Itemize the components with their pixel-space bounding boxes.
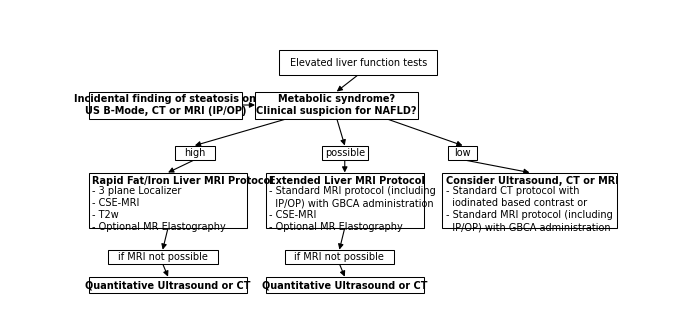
Text: low: low — [454, 148, 471, 158]
FancyBboxPatch shape — [448, 146, 477, 160]
FancyBboxPatch shape — [255, 92, 418, 119]
FancyBboxPatch shape — [89, 173, 247, 228]
Text: Quantitative Ultrasound or CT: Quantitative Ultrasound or CT — [262, 280, 428, 290]
Text: - Standard MRI protocol (including
  IP/OP) with GBCA administration
- CSE-MRI
-: - Standard MRI protocol (including IP/OP… — [269, 186, 436, 232]
FancyBboxPatch shape — [266, 277, 424, 293]
FancyBboxPatch shape — [266, 173, 424, 228]
Text: Incidental finding of steatosis on
US B-Mode, CT or MRI (IP/OP): Incidental finding of steatosis on US B-… — [75, 94, 256, 116]
Text: Extended Liver MRI Protocol: Extended Liver MRI Protocol — [269, 176, 425, 186]
FancyBboxPatch shape — [442, 173, 616, 228]
FancyBboxPatch shape — [279, 50, 437, 75]
Text: - 3 plane Localizer
- CSE-MRI
- T2w
- Optional MR Elastography: - 3 plane Localizer - CSE-MRI - T2w - Op… — [93, 186, 226, 232]
FancyBboxPatch shape — [108, 250, 218, 264]
Text: high: high — [184, 148, 205, 158]
FancyBboxPatch shape — [89, 277, 247, 293]
FancyBboxPatch shape — [322, 146, 368, 160]
Text: - Standard CT protocol with
  iodinated based contrast or
- Standard MRI protoco: - Standard CT protocol with iodinated ba… — [446, 186, 612, 232]
Text: if MRI not possible: if MRI not possible — [117, 252, 207, 262]
Text: Rapid Fat/Iron Liver MRI Protocol: Rapid Fat/Iron Liver MRI Protocol — [93, 176, 274, 186]
Text: Elevated liver function tests: Elevated liver function tests — [290, 57, 427, 67]
Text: Consider Ultrasound, CT or MRI: Consider Ultrasound, CT or MRI — [446, 176, 618, 186]
Text: if MRI not possible: if MRI not possible — [294, 252, 384, 262]
Text: possible: possible — [325, 148, 365, 158]
FancyBboxPatch shape — [285, 250, 395, 264]
FancyBboxPatch shape — [89, 92, 242, 119]
Text: Metabolic syndrome?
Clinical suspicion for NAFLD?: Metabolic syndrome? Clinical suspicion f… — [256, 94, 417, 116]
FancyBboxPatch shape — [175, 146, 215, 160]
Text: Quantitative Ultrasound or CT: Quantitative Ultrasound or CT — [85, 280, 251, 290]
